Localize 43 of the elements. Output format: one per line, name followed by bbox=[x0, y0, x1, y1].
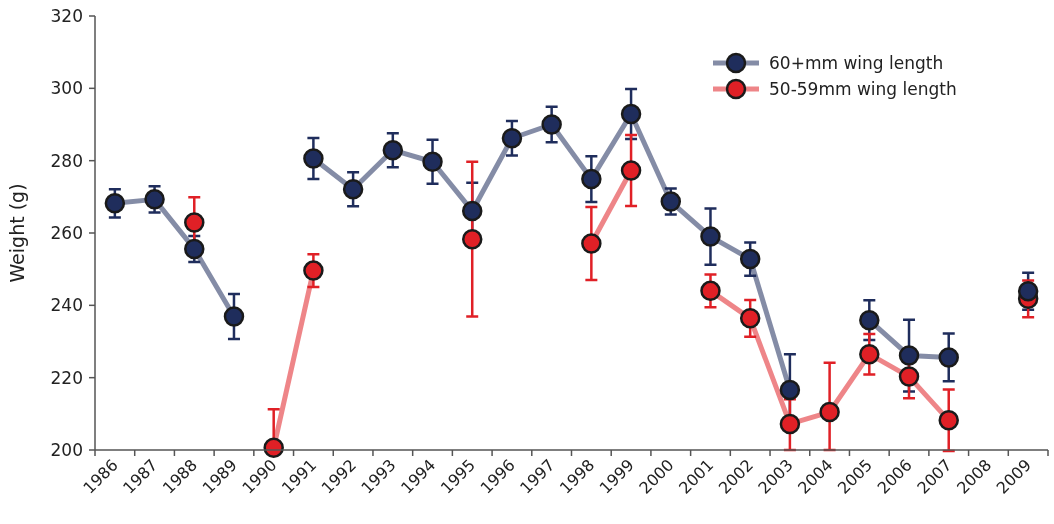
point bbox=[461, 200, 483, 222]
point bbox=[342, 178, 364, 200]
point bbox=[422, 151, 443, 172]
y-tick-label: 320 bbox=[50, 5, 83, 26]
point bbox=[461, 228, 483, 250]
point bbox=[859, 309, 880, 331]
point bbox=[859, 343, 880, 365]
point bbox=[382, 139, 404, 161]
point bbox=[819, 401, 840, 423]
point bbox=[104, 193, 126, 214]
y-tick-label: 280 bbox=[50, 150, 83, 171]
point bbox=[1017, 280, 1039, 302]
point bbox=[620, 160, 642, 181]
point bbox=[938, 410, 959, 431]
legend-label: 50-59mm wing length bbox=[769, 78, 957, 99]
point bbox=[898, 345, 920, 366]
point bbox=[303, 148, 324, 169]
y-axis-title: Weight (g) bbox=[6, 183, 28, 283]
legend-label: 60+mm wing length bbox=[769, 52, 944, 73]
point bbox=[739, 248, 761, 270]
y-tick-label: 260 bbox=[50, 222, 83, 243]
point bbox=[660, 191, 682, 212]
point bbox=[144, 189, 165, 210]
point bbox=[184, 238, 205, 260]
y-tick-label: 200 bbox=[50, 439, 83, 460]
point bbox=[739, 308, 761, 329]
point bbox=[223, 306, 245, 327]
point bbox=[184, 212, 205, 233]
point bbox=[620, 103, 642, 125]
point bbox=[779, 379, 801, 401]
point bbox=[700, 226, 721, 247]
y-tick-label: 240 bbox=[50, 295, 83, 316]
point bbox=[779, 413, 801, 435]
point bbox=[303, 260, 324, 281]
point bbox=[938, 347, 959, 368]
point bbox=[501, 127, 523, 149]
point bbox=[898, 366, 920, 387]
y-tick-label: 300 bbox=[50, 78, 83, 99]
point bbox=[581, 168, 602, 190]
point bbox=[541, 114, 562, 135]
point bbox=[700, 280, 721, 302]
y-tick-label: 220 bbox=[50, 367, 83, 388]
point bbox=[581, 233, 602, 254]
